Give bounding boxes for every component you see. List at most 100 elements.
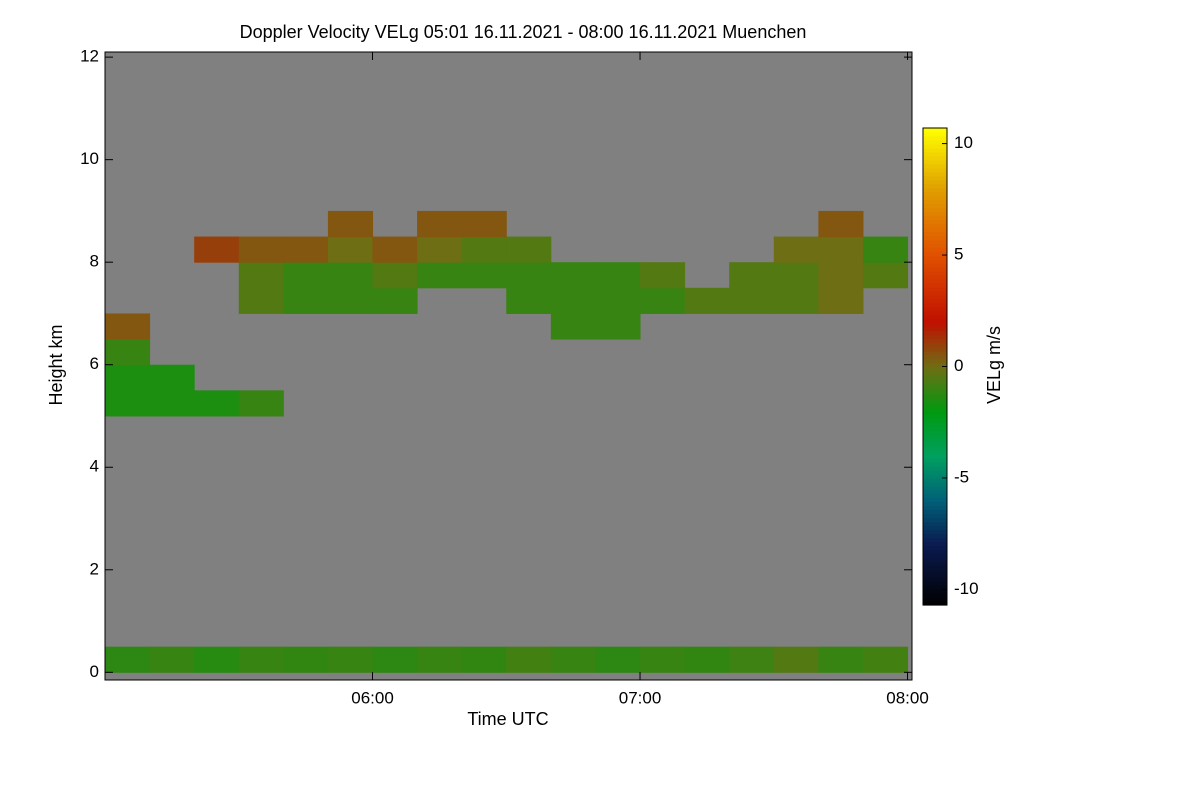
heatmap-cell [595,287,641,314]
colorbar-swatch [923,434,947,439]
colorbar-swatch [923,271,947,276]
colorbar-swatch [923,457,947,463]
colorbar-swatch [923,497,947,503]
colorbar-swatch [923,569,947,574]
colorbar-swatch [923,203,947,209]
heatmap-cell [773,236,819,263]
colorbar-swatch [923,581,947,586]
colorbar-swatch [923,398,947,403]
colorbar-swatch [923,255,947,260]
heatmap-cell [550,313,596,340]
heatmap-cell [729,262,775,289]
colorbar-swatch [923,453,947,459]
heatmap-cell [327,210,374,238]
heatmap-cell [194,236,240,263]
heatmap-cell [506,236,552,263]
heatmap-cell [773,287,819,314]
colorbar-swatch [923,573,947,578]
heatmap-cell [773,262,819,289]
colorbar-swatch [923,477,947,483]
colorbar-swatch [923,279,947,284]
heatmap-cell [461,646,507,673]
colorbar-swatch [923,593,947,598]
colorbar-swatch [923,469,947,475]
heatmap-cell [238,646,284,673]
colorbar-swatch [923,322,947,328]
heatmap-cell [862,646,909,673]
colorbar-swatch [923,235,947,240]
colorbar-swatch [923,239,947,244]
colorbar-swatch [923,159,947,165]
y-tick-label: 2 [90,559,99,578]
x-tick-label: 08:00 [886,688,929,707]
colorbar-swatch [923,310,947,316]
colorbar-swatch [923,294,947,300]
heatmap [105,210,909,673]
colorbar-tick-label: 10 [954,133,973,152]
colorbar-swatch [923,131,947,137]
colorbar-swatch [923,509,947,515]
colorbar-swatch [923,275,947,280]
heatmap-cell [105,646,151,673]
heatmap-cell [506,262,552,289]
heatmap-cell [684,646,730,673]
colorbar-swatch [923,247,947,252]
y-tick-label: 8 [90,252,99,271]
colorbar-swatch [923,287,947,292]
colorbar-swatch [923,346,947,352]
x-tick-label: 06:00 [351,688,394,707]
heatmap-cell [417,210,463,238]
colorbar-swatch [923,589,947,594]
colorbar-swatch [923,167,947,173]
heatmap-cell [372,646,418,673]
colorbar-swatch [923,549,947,554]
colorbar-swatch [923,378,947,383]
heatmap-cell [327,646,374,673]
colorbar-swatch [923,227,947,232]
x-tick-label: 07:00 [619,688,662,707]
colorbar-swatch [923,263,947,268]
heatmap-cell [283,262,329,289]
colorbar-swatch [923,306,947,312]
heatmap-cell [461,210,507,238]
colorbar-swatch [923,370,947,376]
colorbar-swatch [923,223,947,228]
heatmap-cell [506,646,552,673]
colorbar-swatch [923,183,947,189]
heatmap-cell [105,364,151,391]
heatmap-cell [283,646,329,673]
colorbar-swatch [923,175,947,181]
colorbar-swatch [923,314,947,320]
plot-frame [104,51,913,681]
colorbar: -10 -5 0 5 10 [922,127,979,606]
colorbar-swatch [923,513,947,519]
colorbar-swatch [923,422,947,427]
colorbar-swatch [923,326,947,332]
colorbar-swatch [923,318,947,324]
heatmap-cell [149,390,195,417]
heatmap-cell [327,236,374,263]
colorbar-swatch [923,545,947,550]
colorbar-swatch [923,414,947,419]
colorbar-swatch [923,215,947,221]
colorbar-swatch [923,143,947,149]
colorbar-swatch [923,135,947,141]
colorbar-swatch [923,243,947,248]
heatmap-cell [461,262,507,289]
colorbar-tick-label: 5 [954,245,963,264]
colorbar-label: VELg m/s [984,326,1004,404]
colorbar-swatch [923,151,947,157]
heatmap-cell [862,262,909,289]
colorbar-swatch [923,338,947,344]
heatmap-cell [105,339,151,366]
y-axis-label: Height km [46,324,66,405]
colorbar-swatch [923,430,947,435]
colorbar-swatch [923,171,947,177]
colorbar-swatch [923,505,947,511]
heatmap-cell [640,646,686,673]
colorbar-swatch [923,557,947,562]
heatmap-cell [105,390,151,417]
colorbar-swatch [923,334,947,340]
heatmap-cell [550,262,596,289]
colorbar-swatch [923,537,947,542]
